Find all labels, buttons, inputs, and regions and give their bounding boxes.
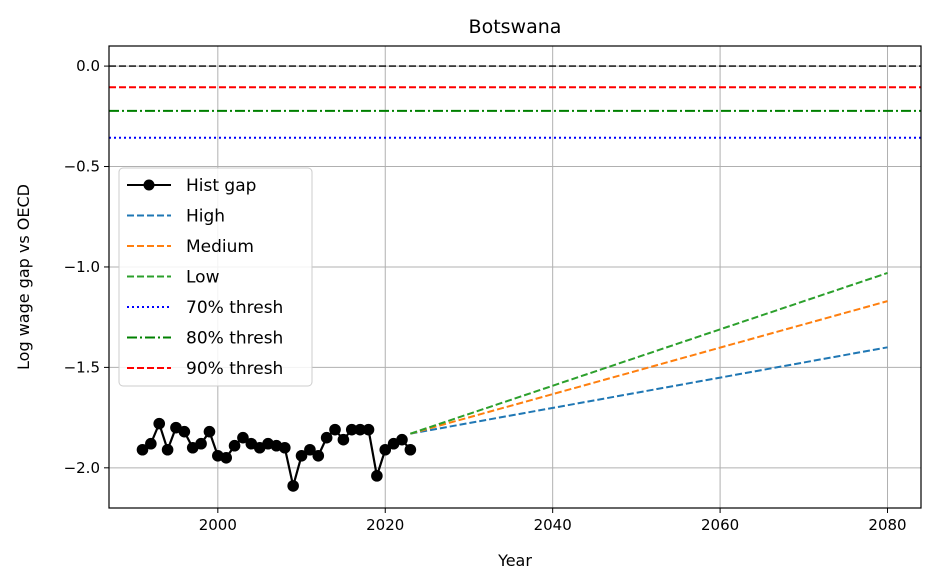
legend-label: High [186,207,225,227]
plot-frame [108,45,922,509]
legend: Hist gap High Medium Low 70% thresh 80% thres… [118,167,313,387]
legend-label: 80% thresh [186,329,283,349]
legend-label: 70% thresh [186,298,283,318]
hist-gap-point [329,423,341,436]
y-tick-label: −0.5 [64,158,100,176]
legend-label: Hist gap [186,176,256,196]
legend-label: 90% thresh [186,359,283,379]
legend-label: Low [186,268,220,288]
chart-title: Botswana [469,16,562,38]
legend-marker [143,179,155,191]
projection-line [410,346,888,435]
y-tick-label: 0.0 [76,57,100,75]
y-tick-label: −2.0 [64,459,100,477]
hist-gap-point [354,423,366,436]
hist-gap-point [145,437,157,450]
hist-gap-point [287,480,299,492]
threshold-lines [109,65,921,139]
hist-gap-point [304,443,316,456]
legend-label: Medium [186,237,254,257]
projection-line [410,300,888,435]
x-tick-label: 2020 [366,516,404,534]
y-tick-label: −1.5 [64,358,100,376]
hist-gap-point [278,441,291,454]
axis-ticks: 2000 2020 2040 2060 2080 0.0 −0.5 −1.0 −1.5 −2.0 [64,57,907,534]
hist-gap-point [203,425,216,438]
hist-gap-point [320,431,333,444]
hist-gap-point [396,433,408,446]
x-tick-label: 2080 [868,516,906,534]
hist-gap-point [362,423,375,436]
x-tick-label: 2040 [534,516,572,534]
legend-box [118,167,313,387]
hist-gap-point [220,451,232,464]
hist-gap-point [237,431,249,444]
hist-gap-point [178,425,191,438]
hist-gap-point [404,443,417,456]
hist-gap-point [337,433,350,446]
hist-gap-point [379,443,392,456]
hist-gap-point [228,439,241,452]
series-lines [136,272,888,492]
hist-gap-point [153,417,166,430]
hist-gap-point [195,437,207,450]
y-tick-label: −1.0 [64,258,100,276]
hist-gap-point [136,443,149,456]
x-tick-label: 2000 [199,516,237,534]
projection-line [410,272,888,435]
y-axis-label: Log wage gap vs OECD [14,184,33,370]
hist-gap-point [345,423,358,436]
hist-gap-point [371,470,383,482]
x-tick-label: 2060 [701,516,739,534]
hist-gap-point [312,449,325,462]
hist-gap-point [295,449,308,462]
x-axis-label: Year [497,551,532,570]
hist-gap-point [161,443,174,456]
